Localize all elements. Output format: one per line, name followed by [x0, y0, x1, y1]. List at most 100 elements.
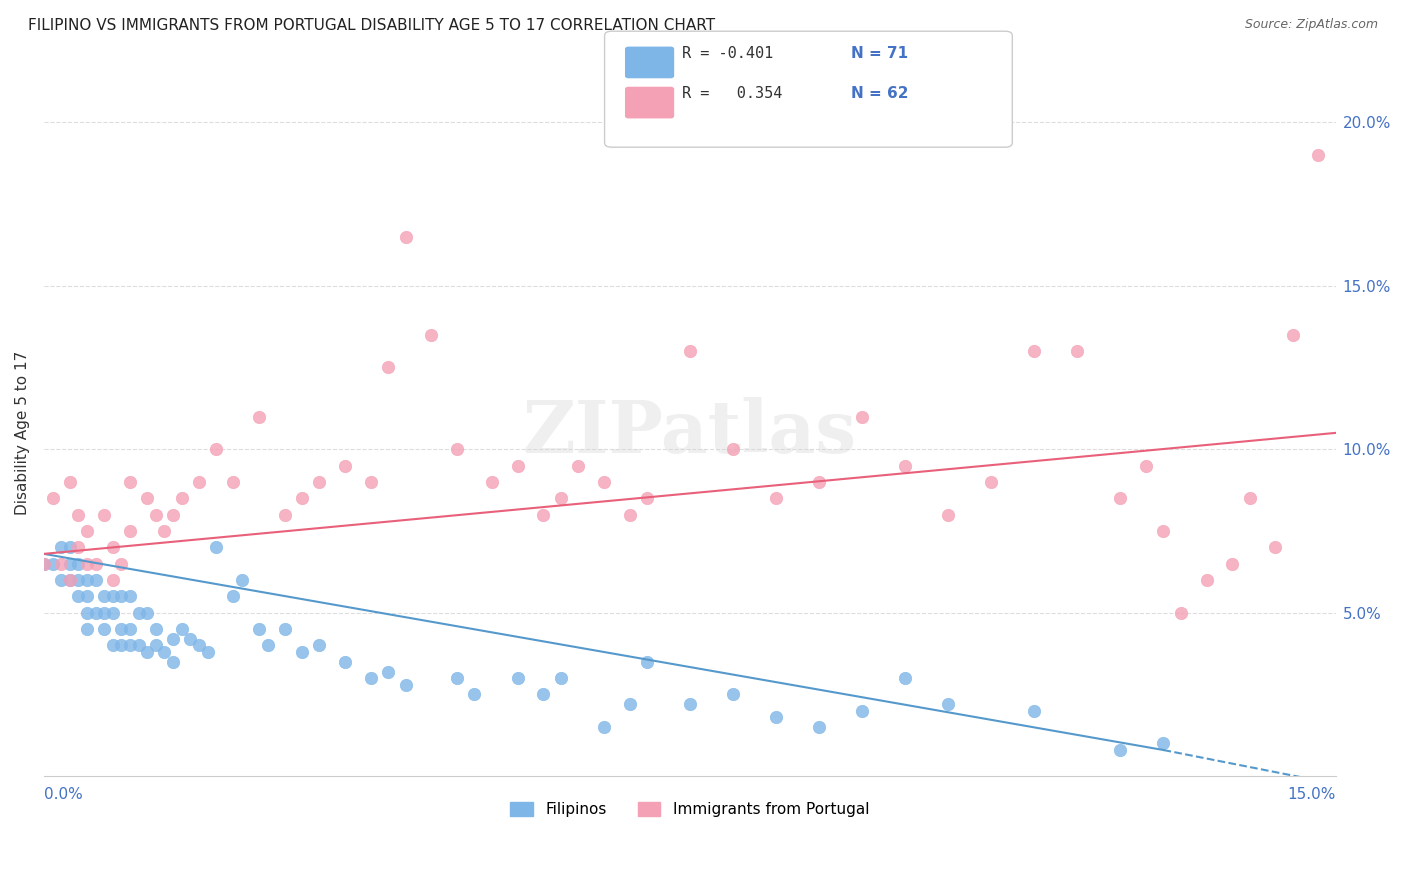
Point — [110, 590, 132, 604]
Point — [531, 508, 554, 522]
Point — [101, 541, 124, 555]
Point — [32, 557, 55, 571]
Point — [49, 573, 72, 587]
Point — [67, 573, 90, 587]
Point — [335, 458, 357, 473]
Point — [1170, 606, 1192, 620]
Point — [145, 639, 167, 653]
Point — [101, 639, 124, 653]
Point — [765, 710, 787, 724]
Point — [59, 475, 82, 489]
Point — [550, 671, 572, 685]
Point — [936, 508, 959, 522]
Point — [420, 327, 443, 342]
Point — [550, 491, 572, 506]
Point — [32, 557, 55, 571]
Point — [308, 475, 330, 489]
Point — [679, 344, 702, 359]
Point — [76, 524, 98, 538]
Point — [377, 665, 399, 679]
Point — [1135, 458, 1157, 473]
Point — [274, 508, 297, 522]
Point — [179, 632, 201, 646]
Point — [394, 229, 416, 244]
Point — [360, 671, 382, 685]
Point — [377, 360, 399, 375]
Point — [936, 698, 959, 712]
Point — [636, 491, 658, 506]
Point — [76, 590, 98, 604]
Point — [894, 671, 917, 685]
Point — [101, 573, 124, 587]
Point — [93, 508, 115, 522]
Point — [128, 606, 150, 620]
Point — [247, 622, 270, 636]
Point — [1239, 491, 1261, 506]
Point — [170, 491, 193, 506]
Point — [41, 557, 63, 571]
Point — [197, 645, 219, 659]
Point — [308, 639, 330, 653]
Point — [76, 622, 98, 636]
Point — [76, 606, 98, 620]
Point — [118, 590, 141, 604]
Point — [335, 655, 357, 669]
Point — [93, 606, 115, 620]
Point — [187, 475, 209, 489]
Point — [1024, 704, 1046, 718]
Point — [619, 508, 641, 522]
Point — [1264, 541, 1286, 555]
Point — [463, 688, 485, 702]
Point — [1109, 491, 1132, 506]
Point — [136, 606, 159, 620]
Point — [170, 622, 193, 636]
Point — [446, 671, 468, 685]
Point — [231, 573, 253, 587]
Point — [67, 541, 90, 555]
Point — [222, 590, 245, 604]
Point — [567, 458, 589, 473]
Point — [205, 442, 228, 457]
Point — [636, 655, 658, 669]
Point — [894, 458, 917, 473]
Point — [1281, 327, 1303, 342]
Point — [506, 671, 529, 685]
Point — [291, 645, 314, 659]
Point — [1152, 736, 1174, 750]
Point — [41, 491, 63, 506]
Point — [153, 524, 176, 538]
Point — [1066, 344, 1088, 359]
Point — [145, 508, 167, 522]
Point — [394, 678, 416, 692]
Point — [360, 475, 382, 489]
Point — [110, 639, 132, 653]
Point — [1152, 524, 1174, 538]
Point — [49, 541, 72, 555]
Point — [136, 645, 159, 659]
Point — [205, 541, 228, 555]
Y-axis label: Disability Age 5 to 17: Disability Age 5 to 17 — [15, 351, 30, 515]
Point — [807, 720, 830, 734]
Point — [128, 639, 150, 653]
Point — [980, 475, 1002, 489]
Point — [84, 606, 107, 620]
Point — [1024, 344, 1046, 359]
Point — [679, 698, 702, 712]
Point — [110, 557, 132, 571]
Point — [256, 639, 278, 653]
Point — [118, 622, 141, 636]
Point — [59, 541, 82, 555]
Point — [118, 639, 141, 653]
Point — [93, 622, 115, 636]
Point — [67, 590, 90, 604]
Text: R =   0.354: R = 0.354 — [682, 87, 782, 101]
Point — [247, 409, 270, 424]
Text: ZIPatlas: ZIPatlas — [523, 397, 856, 468]
Point — [110, 622, 132, 636]
Point — [153, 645, 176, 659]
Point — [118, 524, 141, 538]
Point — [59, 573, 82, 587]
Point — [59, 557, 82, 571]
Point — [765, 491, 787, 506]
Point — [721, 442, 744, 457]
